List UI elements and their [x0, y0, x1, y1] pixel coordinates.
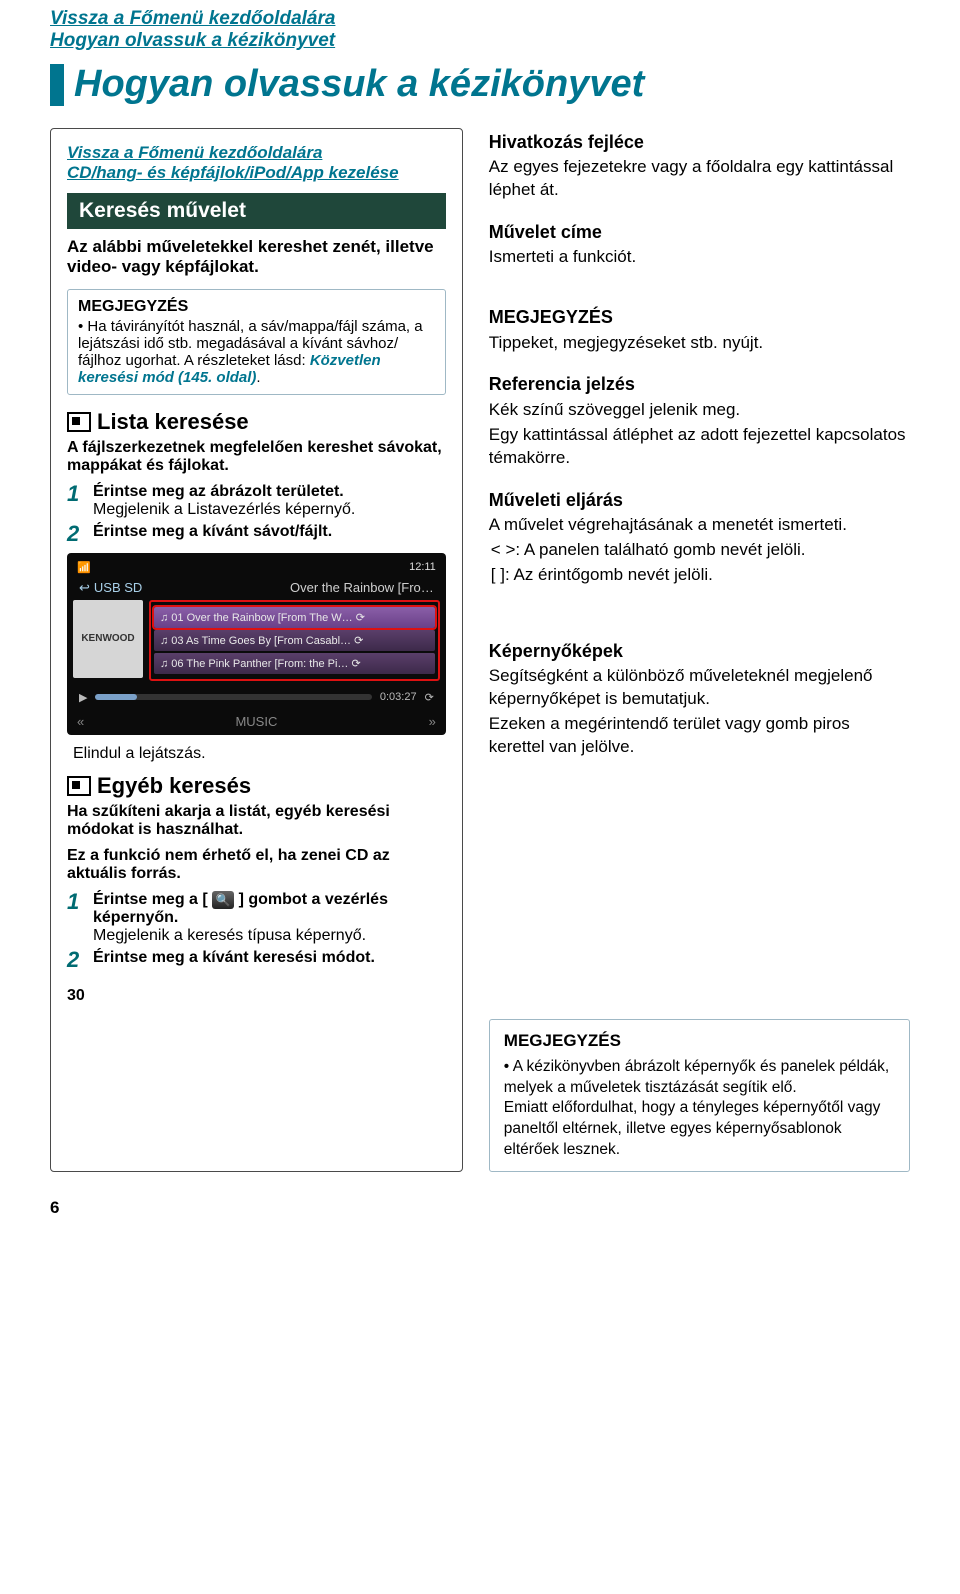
other-step-1: 1 Érintse meg a [ 🔍 ] gombot a vezérlés … [67, 891, 446, 945]
playback-starts: Elindul a lejátszás. [73, 745, 446, 763]
prev-icon[interactable]: « [77, 714, 84, 729]
bottom-note-box: MEGJEGYZÉS A kézikönyvben ábrázolt képer… [489, 1019, 910, 1173]
example-panel: Vissza a Főmenü kezdőoldalára CD/hang- é… [50, 128, 463, 1172]
explain-note-text: Tippeket, megjegyzéseket stb. nyújt. [489, 332, 910, 355]
explain-note-head: MEGJEGYZÉS [489, 305, 910, 329]
panel-back-link[interactable]: Vissza a Főmenü kezdőoldalára [67, 143, 446, 163]
howto-read-link[interactable]: Hogyan olvassuk a kézikönyvet [50, 30, 910, 52]
wifi-icon: 📶 [77, 561, 91, 574]
step-number: 2 [67, 523, 85, 545]
step-number: 2 [67, 949, 85, 971]
next-icon[interactable]: » [429, 714, 436, 729]
other-step-2-text: Érintse meg a kívánt keresési módot. [93, 949, 375, 967]
other-search-title: Egyéb keresés [67, 773, 446, 799]
explain-scr-text2: Ezeken a megérintendő terület vagy gomb … [489, 713, 910, 759]
explain-ref-text1: Kék színű szöveggel jelenik meg. [489, 399, 910, 422]
note-item: Ha távirányítót használ, a sáv/mappa/fáj… [78, 318, 435, 386]
search-icon-button: 🔍 [212, 891, 234, 909]
now-playing-title: Over the Rainbow [Fro… [290, 580, 434, 595]
lead-text: Az alábbi műveletekkel kereshet zenét, i… [67, 237, 446, 277]
track-row[interactable]: ♫ 03 As Time Goes By [From Casabl… ⟳ [154, 630, 435, 651]
progress-time: 0:03:27 [380, 691, 417, 703]
step-1-text: Érintse meg az ábrázolt területet. [93, 483, 355, 501]
explain-angle-bracket: < >: A panelen található gomb nevét jelö… [489, 539, 910, 562]
explain-ref-text2: Egy kattintással átléphet az adott fejez… [489, 424, 910, 470]
other-step-1-text: Érintse meg a [ 🔍 ] gombot a vezérlés ké… [93, 891, 446, 927]
note-box: MEGJEGYZÉS Ha távirányítót használ, a sá… [67, 289, 446, 395]
step-number: 1 [67, 891, 85, 945]
track-list-highlighted[interactable]: ♫ 01 Over the Rainbow [From The W… ⟳ ♫ 0… [149, 600, 440, 681]
explain-proc-head: Műveleti eljárás [489, 488, 910, 512]
explain-link-text: Az egyes fejezetekre vagy a főoldalra eg… [489, 156, 910, 202]
list-search-desc: A fájlszerkezetnek megfelelően kereshet … [67, 439, 446, 475]
explain-link-header: Hivatkozás fejléce [489, 130, 910, 154]
explain-proc-text: A művelet végrehajtásának a menetét isme… [489, 514, 910, 537]
step-1: 1 Érintse meg az ábrázolt területet. Meg… [67, 483, 446, 519]
explain-ref-head: Referencia jelzés [489, 372, 910, 396]
source-label: ↩ USB SD [79, 580, 142, 596]
note-heading: MEGJEGYZÉS [78, 298, 435, 316]
step-2-text: Érintse meg a kívánt sávot/fájlt. [93, 523, 332, 541]
repeat-icon: ⟳ [425, 691, 434, 704]
back-icon: ↩ [79, 580, 90, 596]
track-row[interactable]: ♫ 01 Over the Rainbow [From The W… ⟳ [154, 607, 435, 628]
mode-label: MUSIC [235, 714, 277, 729]
device-screenshot: 📶 12:11 ↩ USB SD Over the Rainbow [Fro… … [67, 553, 446, 735]
explain-op-title: Művelet címe [489, 220, 910, 244]
other-desc-1: Ha szűkíteni akarja a listát, egyéb kere… [67, 803, 446, 839]
page-title: Hogyan olvassuk a kézikönyvet [50, 64, 910, 106]
panel-media-link[interactable]: CD/hang- és képfájlok/iPod/App kezelése [67, 163, 446, 183]
other-step-2: 2 Érintse meg a kívánt keresési módot. [67, 949, 446, 971]
explanation-column: Hivatkozás fejléce Az egyes fejezetekre … [489, 128, 910, 1172]
play-icon: ▶ [79, 691, 87, 704]
operation-title: Keresés művelet [67, 193, 446, 229]
track-row[interactable]: ♫ 06 The Pink Panther [From: the Pi… ⟳ [154, 653, 435, 674]
step-1-sub: Megjelenik a Listavezérlés képernyő. [93, 501, 355, 519]
other-desc-2: Ez a funkció nem érhető el, ha zenei CD … [67, 847, 446, 883]
list-icon [67, 412, 91, 432]
other-step-1-sub: Megjelenik a keresés típusa képernyő. [93, 927, 446, 945]
explain-scr-head: Képernyőképek [489, 639, 910, 663]
bottom-note-item: A kézikönyvben ábrázolt képernyők és pan… [504, 1057, 895, 1162]
page-number: 6 [50, 1198, 910, 1218]
example-page-num: 30 [67, 987, 446, 1005]
header-links: Vissza a Főmenü kezdőoldalára Hogyan olv… [50, 8, 910, 52]
bottom-note-head: MEGJEGYZÉS [504, 1030, 895, 1053]
step-number: 1 [67, 483, 85, 519]
explain-scr-text1: Segítségként a különböző műveleteknél me… [489, 665, 910, 711]
step-2: 2 Érintse meg a kívánt sávot/fájlt. [67, 523, 446, 545]
list-icon [67, 776, 91, 796]
brand-logo: KENWOOD [73, 600, 143, 678]
explain-square-bracket: [ ]: Az érintőgomb nevét jelöli. [489, 564, 910, 587]
progress-bar[interactable] [95, 694, 371, 700]
explain-op-text: Ismerteti a funkciót. [489, 246, 910, 269]
clock-text: 12:11 [409, 561, 436, 574]
back-to-main-link[interactable]: Vissza a Főmenü kezdőoldalára [50, 8, 910, 30]
list-search-title: Lista keresése [67, 409, 446, 435]
